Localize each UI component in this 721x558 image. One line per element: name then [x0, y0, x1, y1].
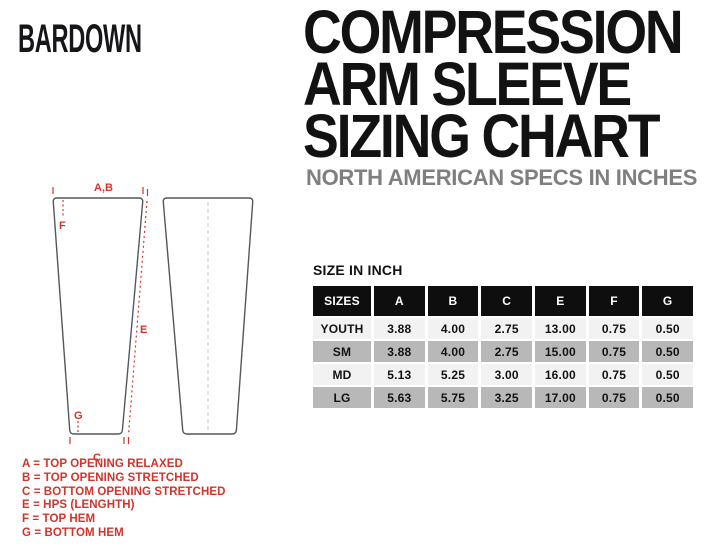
legend-item-e: E = HPS (LENGHTH): [22, 499, 135, 512]
sleeve-back-outline: [162, 197, 254, 435]
lg-b: 5.75: [427, 387, 479, 408]
page-title-line-1: COMPRESSION: [303, 0, 684, 66]
col-header-sizes: SIZES: [313, 286, 371, 316]
col-header-c: C: [481, 286, 532, 316]
legend-item-f: F = TOP HEM: [22, 513, 96, 526]
md-b: 5.25: [427, 364, 479, 385]
table-caption: SIZE IN INCH: [313, 262, 403, 278]
md-c: 3.00: [481, 364, 532, 385]
lg-g: 0.50: [642, 387, 693, 408]
youth-b: 4.00: [427, 318, 479, 339]
page-subtitle: NORTH AMERICAN SPECS IN INCHES: [306, 165, 698, 190]
sm-a: 3.88: [374, 341, 425, 362]
md-e: 16.00: [535, 364, 586, 385]
label-bottom-opening: C: [93, 452, 101, 464]
measurement-legend: A = TOP OPENING RELAXED B = TOP OPENING …: [22, 458, 226, 541]
dimension-ticks: [52, 187, 149, 444]
page-title: COMPRESSION ARM SLEEVE SIZING CHART: [303, 0, 684, 170]
size-label-md: MD: [313, 364, 371, 385]
page-title-line-3: SIZING CHART: [303, 102, 661, 170]
youth-g: 0.50: [642, 318, 693, 339]
col-header-g: G: [642, 286, 693, 316]
page-title-line-2: ARM SLEEVE: [303, 50, 632, 118]
sleeve-measurement-diagram: A,B F E G C: [52, 182, 254, 464]
col-header-b: B: [427, 286, 479, 316]
col-header-f: F: [588, 286, 640, 316]
label-bottom-hem: G: [74, 410, 83, 422]
youth-c: 2.75: [481, 318, 532, 339]
sm-g: 0.50: [642, 341, 693, 362]
legend-item-g: G = BOTTOM HEM: [22, 526, 124, 539]
label-top-hem: F: [59, 220, 66, 232]
md-a: 5.13: [374, 364, 425, 385]
legend-item-b: B = TOP OPENING STRETCHED: [22, 471, 199, 484]
col-header-e: E: [535, 286, 586, 316]
bardown-logo: BARDOWN: [18, 17, 142, 61]
youth-f: 0.75: [588, 318, 640, 339]
md-f: 0.75: [588, 364, 640, 385]
sm-b: 4.00: [427, 341, 479, 362]
sm-e: 15.00: [535, 341, 586, 362]
sm-c: 2.75: [481, 341, 532, 362]
md-g: 0.50: [642, 364, 693, 385]
youth-a: 3.88: [374, 318, 425, 339]
lg-a: 5.63: [374, 387, 425, 408]
size-table: SIZES A B C E F G YOUTH 3.88 4.00 2.75 1…: [313, 286, 693, 408]
lg-c: 3.25: [481, 387, 532, 408]
length-measure-line: [127, 200, 148, 436]
lg-f: 0.75: [588, 387, 640, 408]
sleeve-front-outline: [52, 197, 144, 435]
label-top-opening: A,B: [94, 182, 113, 194]
youth-e: 13.00: [535, 318, 586, 339]
size-label-youth: YOUTH: [313, 318, 371, 339]
legend-item-c: C = BOTTOM OPENING STRETCHED: [22, 485, 226, 498]
lg-e: 17.00: [535, 387, 586, 408]
size-label-sm: SM: [313, 341, 371, 362]
legend-item-a: A = TOP OPENING RELAXED: [22, 458, 183, 470]
size-label-lg: LG: [313, 387, 371, 408]
col-header-a: A: [374, 286, 425, 316]
label-length: E: [140, 324, 147, 336]
sm-f: 0.75: [588, 341, 640, 362]
